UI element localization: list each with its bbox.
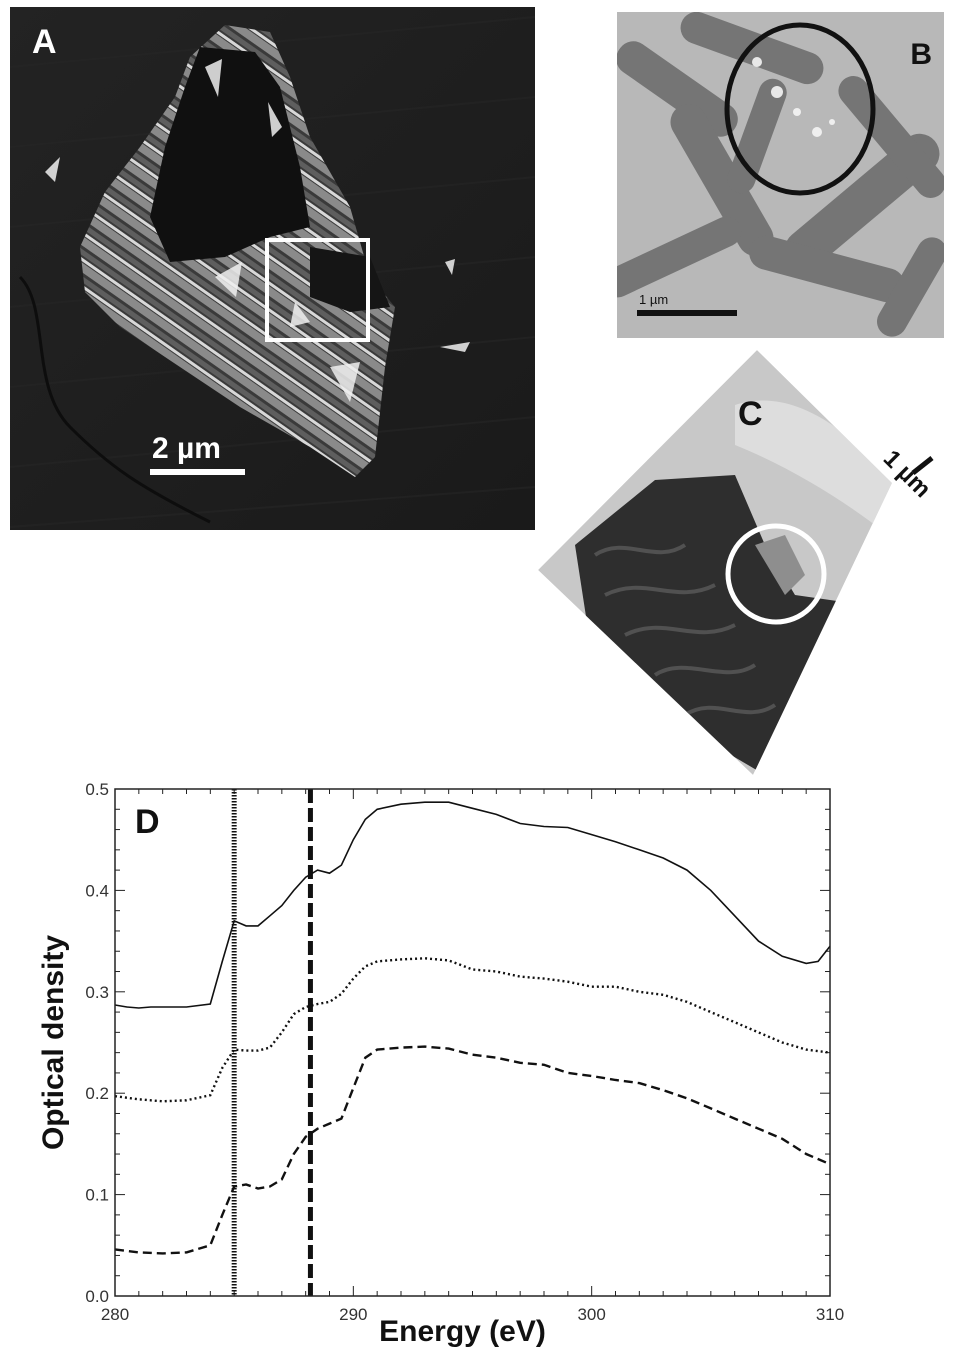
panel-b-tem-image: B 1 µm	[617, 12, 944, 338]
y-tick-label: 0.4	[85, 881, 109, 900]
panel-b-label: B	[910, 38, 932, 71]
y-tick-label: 0.0	[85, 1287, 109, 1306]
panel-a-sem-image: A 2 µm	[10, 7, 535, 530]
scalebar-a-label: 2 µm	[152, 432, 221, 465]
scalebar-c	[911, 456, 934, 475]
y-tick-label: 0.3	[85, 983, 109, 1002]
scalebar-b-label: 1 µm	[639, 292, 669, 307]
panel-c-label: C	[738, 395, 763, 433]
series-dotted	[114, 957, 831, 1103]
series-dashed	[114, 1045, 831, 1255]
plot-frame	[114, 788, 831, 1297]
panel-d-chart: 280 290 300 310 0.0 0.1 0.2 0.3 0.4 0.5 D Energy …	[0, 775, 959, 1351]
x-axis-title: Energy (eV)	[379, 1315, 546, 1348]
y-axis-title: Optical density	[37, 935, 70, 1150]
panel-c-stxm-image: C 1 µm	[535, 345, 959, 780]
y-tick-label: 0.5	[85, 780, 109, 799]
x-tick-label: 290	[339, 1305, 367, 1324]
region-circle-c	[725, 523, 827, 625]
x-tick-label: 310	[816, 1305, 844, 1324]
inset-box	[265, 238, 370, 342]
panel-b-micrograph	[617, 12, 944, 338]
series-solid	[114, 801, 831, 1009]
y-tick-label: 0.1	[85, 1186, 109, 1205]
region-circle-b	[724, 22, 876, 196]
panel-d-label: D	[135, 803, 160, 841]
panel-a-micrograph	[10, 7, 535, 530]
x-tick-label: 300	[577, 1305, 605, 1324]
x-tick-label: 280	[101, 1305, 129, 1324]
spectra-chart: 280 290 300 310 0.0 0.1 0.2 0.3 0.4 0.5 D Energy …	[37, 780, 844, 1348]
panel-c-micrograph	[538, 350, 934, 775]
scalebar-b	[637, 310, 737, 316]
panel-a-label: A	[32, 23, 57, 61]
scalebar-a	[150, 469, 245, 475]
y-tick-label: 0.2	[85, 1084, 109, 1103]
